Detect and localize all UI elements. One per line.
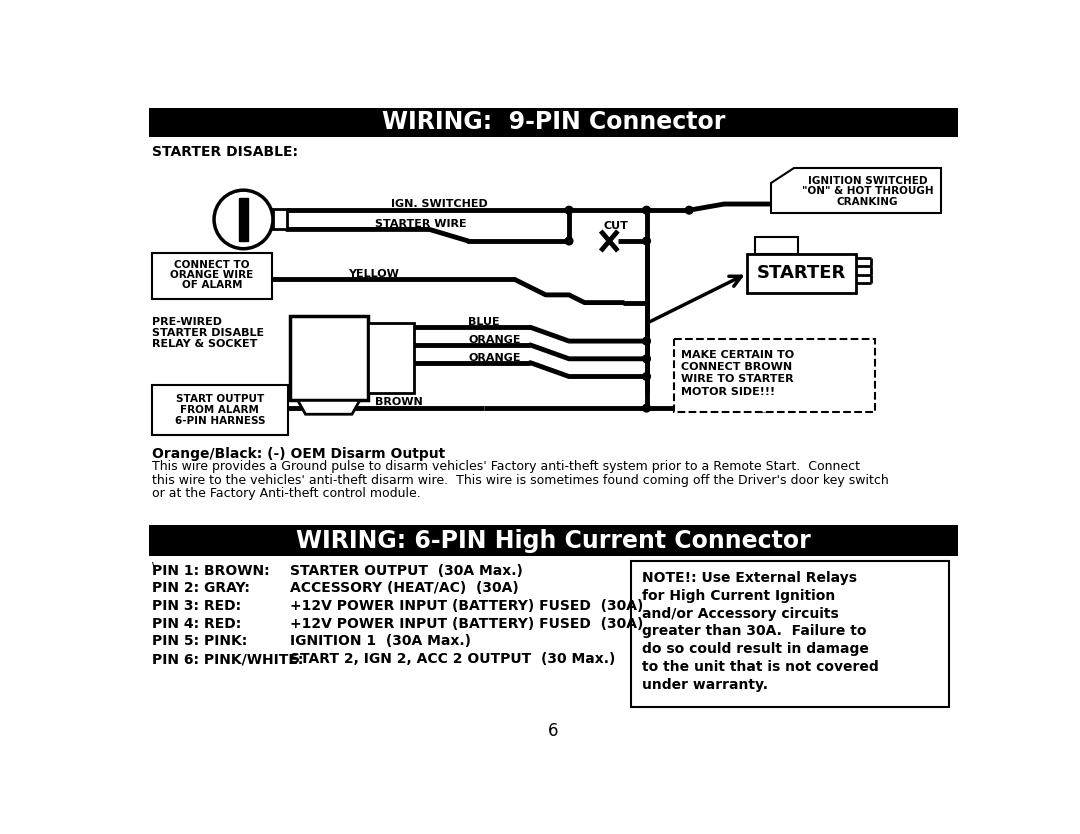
Text: FROM ALARM: FROM ALARM (180, 405, 259, 415)
Circle shape (643, 373, 650, 380)
Polygon shape (239, 198, 248, 241)
Text: IGN. SWITCHED: IGN. SWITCHED (391, 199, 487, 209)
Bar (149, 525, 958, 556)
Text: PIN 2: GRAY:: PIN 2: GRAY: (152, 581, 249, 595)
Bar (674, 339, 875, 412)
Circle shape (643, 355, 650, 363)
Bar (755, 237, 798, 254)
Text: greater than 30A.  Failure to: greater than 30A. Failure to (642, 625, 866, 639)
Text: CONNECT TO: CONNECT TO (174, 260, 249, 270)
Text: for High Current Ignition: for High Current Ignition (642, 589, 835, 603)
Text: STARTER: STARTER (757, 264, 846, 283)
Text: IGNITION 1  (30A Max.): IGNITION 1 (30A Max.) (291, 635, 471, 649)
Text: MOTOR SIDE!!!: MOTOR SIDE!!! (681, 386, 775, 396)
Text: and/or Accessory circuits: and/or Accessory circuits (642, 607, 838, 620)
Text: This wire provides a Ground pulse to disarm vehicles' Factory anti-theft system : This wire provides a Ground pulse to dis… (152, 460, 860, 474)
Text: +12V POWER INPUT (BATTERY) FUSED  (30A): +12V POWER INPUT (BATTERY) FUSED (30A) (291, 599, 644, 613)
Text: 6: 6 (549, 722, 558, 741)
Text: PIN 5: PINK:: PIN 5: PINK: (152, 635, 247, 649)
Text: MAKE CERTAIN TO: MAKE CERTAIN TO (681, 349, 795, 359)
Circle shape (214, 190, 273, 249)
Circle shape (643, 337, 650, 345)
Polygon shape (770, 168, 941, 213)
Text: this wire to the vehicles' anti-theft disarm wire.  This wire is sometimes found: this wire to the vehicles' anti-theft di… (152, 474, 889, 486)
Circle shape (643, 206, 650, 214)
Text: or at the Factory Anti-theft control module.: or at the Factory Anti-theft control mod… (152, 486, 421, 500)
Text: CONNECT BROWN: CONNECT BROWN (681, 362, 793, 372)
Text: \: \ (152, 560, 157, 574)
Text: STARTER OUTPUT  (30A Max.): STARTER OUTPUT (30A Max.) (291, 564, 523, 578)
Text: Orange/Black: (-) OEM Disarm Output: Orange/Black: (-) OEM Disarm Output (152, 446, 445, 460)
Text: RELAY & SOCKET: RELAY & SOCKET (152, 339, 257, 349)
Text: ORANGE: ORANGE (469, 353, 521, 363)
Text: NOTE!: Use External Relays: NOTE!: Use External Relays (642, 571, 856, 585)
Text: START OUTPUT: START OUTPUT (176, 394, 264, 404)
Bar (152, 385, 287, 435)
Text: WIRE TO STARTER: WIRE TO STARTER (681, 374, 794, 384)
Text: CUT: CUT (603, 221, 627, 231)
Text: BLUE: BLUE (469, 317, 500, 327)
Circle shape (565, 206, 572, 214)
Text: PIN 4: RED:: PIN 4: RED: (152, 617, 241, 631)
Text: OF ALARM: OF ALARM (181, 280, 242, 290)
Bar (291, 316, 367, 400)
Text: CRANKING: CRANKING (837, 197, 899, 207)
Circle shape (685, 206, 693, 214)
Text: ORANGE WIRE: ORANGE WIRE (171, 270, 254, 280)
Text: PIN 6: PINK/WHITE:: PIN 6: PINK/WHITE: (152, 652, 303, 666)
Text: YELLOW: YELLOW (348, 269, 399, 279)
Bar (152, 253, 272, 299)
Text: STARTER WIRE: STARTER WIRE (375, 219, 467, 229)
Circle shape (643, 237, 650, 245)
Text: PRE-WIRED: PRE-WIRED (152, 317, 222, 327)
Text: ORANGE: ORANGE (469, 335, 521, 345)
Text: under warranty.: under warranty. (642, 677, 768, 691)
Bar (631, 560, 948, 707)
Text: STARTER DISABLE:: STARTER DISABLE: (152, 145, 298, 158)
Bar (273, 209, 287, 229)
Text: PIN 3: RED:: PIN 3: RED: (152, 599, 241, 613)
Text: STARTER DISABLE: STARTER DISABLE (152, 328, 265, 338)
Bar (747, 254, 855, 293)
Bar (149, 108, 958, 137)
Text: PIN 1: BROWN:: PIN 1: BROWN: (152, 564, 270, 578)
Text: to the unit that is not covered: to the unit that is not covered (642, 660, 879, 674)
Bar (367, 324, 414, 393)
Text: IGNITION SWITCHED: IGNITION SWITCHED (808, 175, 927, 185)
Text: WIRING:  9-PIN Connector: WIRING: 9-PIN Connector (382, 110, 725, 134)
Text: +12V POWER INPUT (BATTERY) FUSED  (30A): +12V POWER INPUT (BATTERY) FUSED (30A) (291, 617, 644, 631)
Polygon shape (298, 400, 360, 414)
Text: BROWN: BROWN (375, 397, 423, 407)
Text: WIRING: 6-PIN High Current Connector: WIRING: 6-PIN High Current Connector (296, 529, 811, 552)
Text: START 2, IGN 2, ACC 2 OUTPUT  (30 Max.): START 2, IGN 2, ACC 2 OUTPUT (30 Max.) (291, 652, 616, 666)
Circle shape (643, 404, 650, 412)
Text: ACCESSORY (HEAT/AC)  (30A): ACCESSORY (HEAT/AC) (30A) (291, 581, 518, 595)
Text: 6-PIN HARNESS: 6-PIN HARNESS (175, 416, 265, 426)
Text: do so could result in damage: do so could result in damage (642, 642, 868, 656)
Circle shape (565, 237, 572, 245)
Text: "ON" & HOT THROUGH: "ON" & HOT THROUGH (801, 186, 933, 196)
